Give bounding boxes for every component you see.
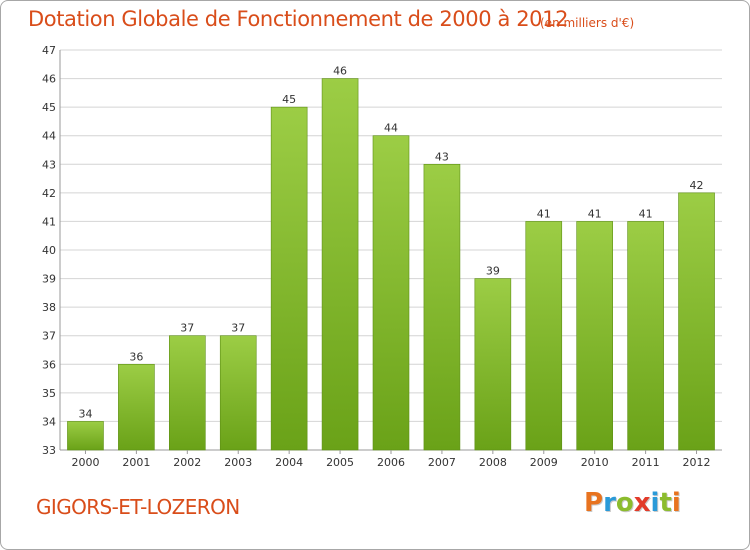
logo-letter: i bbox=[650, 488, 660, 518]
data-label: 44 bbox=[384, 122, 398, 135]
logo-letter: i bbox=[671, 488, 681, 518]
y-tick-label: 40 bbox=[42, 244, 56, 257]
y-tick-label: 41 bbox=[42, 215, 56, 228]
x-tick-label: 2007 bbox=[428, 456, 456, 469]
chart-unit: (en milliers d'€) bbox=[540, 16, 635, 30]
y-tick-label: 47 bbox=[42, 44, 56, 57]
logo-letter: P bbox=[584, 488, 604, 518]
y-tick-label: 33 bbox=[42, 444, 56, 457]
y-tick-label: 44 bbox=[42, 130, 56, 143]
data-labels: 34 36 37 37 45 46 44 43 39 41 41 41 42 bbox=[78, 65, 703, 421]
x-tick-label: 2011 bbox=[632, 456, 660, 469]
bar[interactable] bbox=[67, 421, 104, 451]
x-tick-label: 2001 bbox=[122, 456, 150, 469]
x-tick-label: 2003 bbox=[224, 456, 252, 469]
x-tick-label: 2012 bbox=[683, 456, 711, 469]
bar[interactable] bbox=[525, 221, 563, 451]
data-label: 42 bbox=[690, 179, 704, 192]
y-tick-label: 36 bbox=[42, 358, 56, 371]
bar[interactable] bbox=[678, 192, 715, 451]
y-tick-label: 35 bbox=[42, 387, 56, 400]
proxiti-logo[interactable]: Proxiti bbox=[584, 488, 681, 518]
x-tick-labels: 2000 2001 2002 2003 2004 2005 2006 2007 2008 2009… bbox=[71, 450, 711, 469]
logo-letter: t bbox=[659, 488, 672, 518]
y-tick-label: 46 bbox=[42, 73, 56, 86]
bar[interactable] bbox=[576, 221, 613, 451]
bar[interactable] bbox=[169, 335, 206, 451]
logo-letter: o bbox=[615, 488, 634, 518]
x-tick-label: 2000 bbox=[71, 456, 99, 469]
x-tick-label: 2006 bbox=[377, 456, 405, 469]
x-tick-label: 2009 bbox=[530, 456, 558, 469]
y-tick-label: 45 bbox=[42, 101, 56, 114]
x-tick-label: 2005 bbox=[326, 456, 354, 469]
x-tick-label: 2010 bbox=[581, 456, 609, 469]
data-label: 41 bbox=[537, 207, 551, 220]
data-label: 45 bbox=[282, 93, 296, 106]
y-tick-label: 38 bbox=[42, 301, 56, 314]
x-tick-label: 2004 bbox=[275, 456, 303, 469]
data-label: 39 bbox=[486, 265, 500, 278]
logo-letter: r bbox=[603, 488, 616, 518]
data-label: 37 bbox=[180, 322, 194, 335]
data-label: 36 bbox=[129, 350, 143, 363]
y-tick-label: 39 bbox=[42, 273, 56, 286]
bar[interactable] bbox=[270, 106, 308, 451]
bar[interactable] bbox=[321, 78, 359, 451]
bar[interactable] bbox=[627, 221, 664, 451]
x-tick-label: 2002 bbox=[173, 456, 201, 469]
bar[interactable] bbox=[118, 363, 155, 451]
data-label: 46 bbox=[333, 65, 347, 78]
x-tick-label: 2008 bbox=[479, 456, 507, 469]
bar[interactable] bbox=[219, 335, 257, 451]
bar[interactable] bbox=[474, 278, 512, 451]
data-label: 41 bbox=[588, 207, 602, 220]
data-label: 43 bbox=[435, 150, 449, 163]
bars bbox=[67, 78, 715, 451]
y-tick-label: 42 bbox=[42, 187, 56, 200]
y-tick-labels: 33 34 35 36 37 38 39 40 41 42 43 44 45 46 47 bbox=[42, 44, 56, 457]
bar[interactable] bbox=[372, 135, 410, 451]
data-label: 34 bbox=[78, 407, 92, 420]
y-tick-label: 37 bbox=[42, 330, 56, 343]
logo-letter: x bbox=[633, 488, 651, 518]
bar[interactable] bbox=[423, 163, 461, 451]
commune-name: GIGORS-ET-LOZERON bbox=[36, 495, 240, 519]
y-tick-label: 43 bbox=[42, 158, 56, 171]
chart-title: Dotation Globale de Fonctionnement de 20… bbox=[28, 7, 569, 31]
y-tick-label: 34 bbox=[42, 415, 56, 428]
data-label: 37 bbox=[231, 322, 245, 335]
data-label: 41 bbox=[639, 207, 653, 220]
